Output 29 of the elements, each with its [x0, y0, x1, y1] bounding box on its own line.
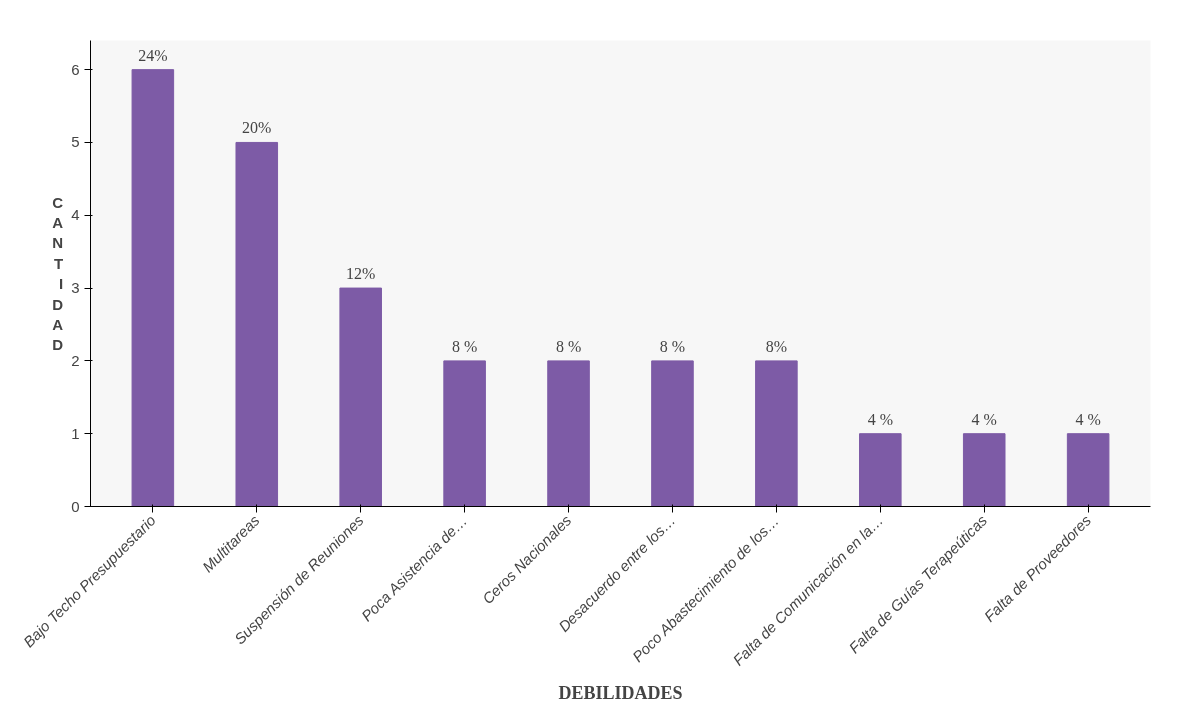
y-tick-label: 1 [71, 424, 80, 442]
annotation: 8 % [555, 337, 582, 355]
bar [651, 360, 694, 507]
bar [235, 141, 279, 507]
y-tick-label: 6 [71, 60, 80, 78]
bar [443, 360, 486, 507]
annotation: 4 % [971, 410, 997, 428]
annotation: 12% [346, 265, 376, 283]
bar [859, 433, 902, 507]
annotation: 4 % [867, 410, 893, 428]
bar [962, 433, 1006, 507]
y-tick-label: 0 [71, 497, 80, 515]
bar [131, 69, 175, 507]
y-tick-label: 5 [71, 133, 80, 151]
annotation: 8% [765, 337, 788, 355]
annotation: 8 % [659, 337, 686, 355]
annotation: 20% [242, 119, 272, 137]
annotation: 24% [138, 46, 168, 64]
x-axis-title: DEBILIDADES [558, 682, 683, 703]
bar [547, 360, 590, 507]
y-tick-label: 4 [71, 206, 80, 224]
bar [1066, 433, 1110, 507]
y-axis-title: CANTIDAD [52, 193, 64, 354]
annotation: 4 % [1075, 410, 1101, 428]
bar [339, 287, 382, 507]
annotation: 8 % [451, 337, 478, 355]
y-tick-label: 2 [71, 351, 80, 369]
bar [755, 360, 798, 507]
y-tick-label: 3 [71, 279, 80, 297]
